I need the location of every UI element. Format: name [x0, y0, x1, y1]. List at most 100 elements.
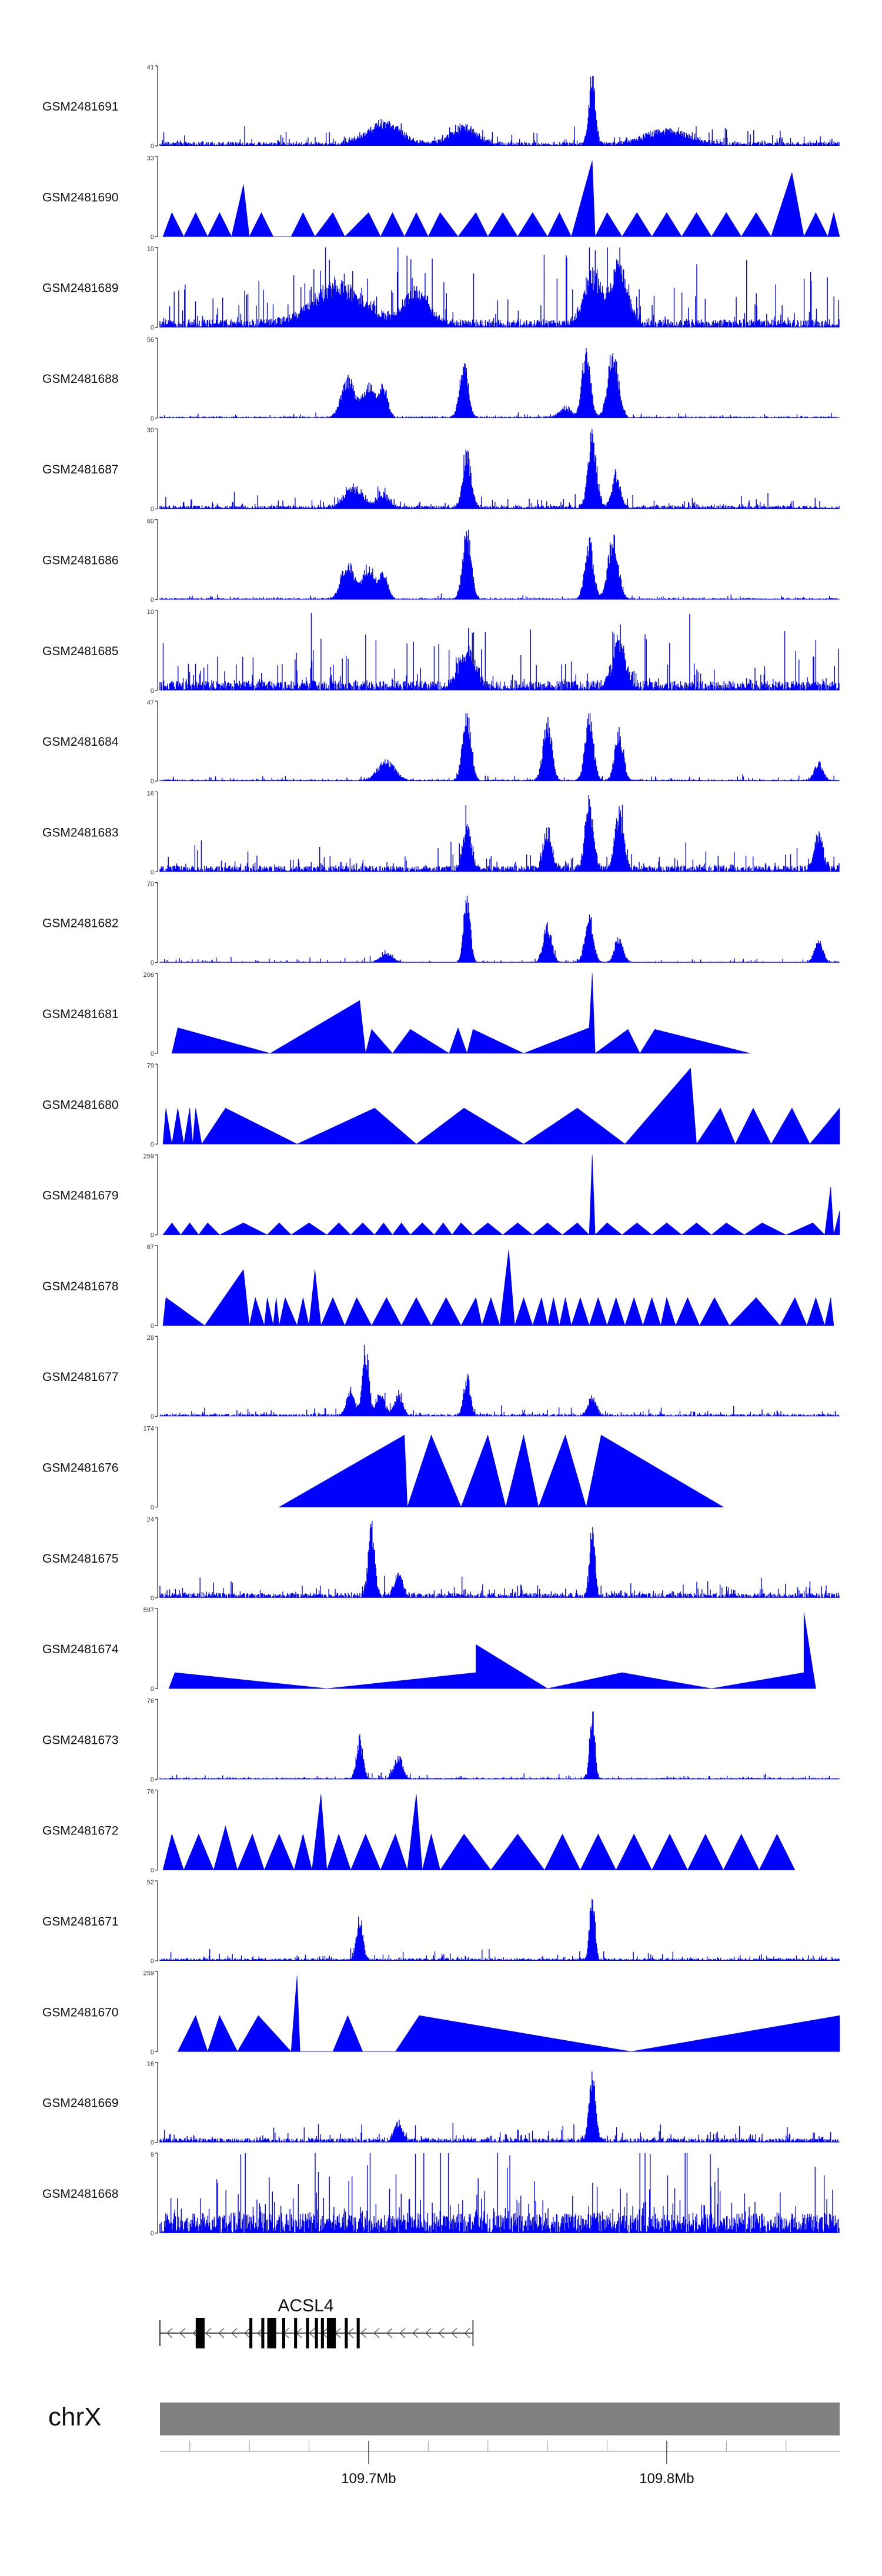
coverage-bars — [159, 247, 840, 328]
y-max-label: 52 — [147, 1879, 154, 1886]
track-label: GSM2481672 — [42, 1824, 119, 1838]
track-gsm2481680: GSM2481680 79 0 — [42, 1062, 840, 1148]
coverage-bars — [159, 75, 840, 146]
y-zero-label: 0 — [151, 2140, 154, 2147]
y-zero-label: 0 — [151, 597, 154, 604]
exon — [282, 2318, 285, 2348]
coverage-bars — [159, 1344, 840, 1417]
coverage-bars — [159, 1899, 840, 1961]
track-label: GSM2481687 — [42, 463, 119, 476]
strand-arrow — [231, 2328, 238, 2338]
exon — [261, 2318, 265, 2348]
strand-arrow — [425, 2328, 432, 2338]
y-zero-label: 0 — [151, 1686, 154, 1693]
track-label: GSM2481679 — [42, 1189, 119, 1203]
strand-arrow — [179, 2328, 186, 2338]
strand-arrow — [399, 2328, 406, 2338]
y-max-label: 28 — [147, 1334, 154, 1342]
y-zero-label: 0 — [151, 1958, 154, 1965]
track-gsm2481675: GSM2481675 24 0 — [42, 1516, 840, 1602]
track-label: GSM2481669 — [42, 2097, 119, 2110]
track-label: GSM2481680 — [42, 1098, 119, 1112]
coverage-area — [278, 1434, 724, 1508]
coverage-bars — [159, 429, 840, 509]
exon — [326, 2318, 336, 2348]
exon — [356, 2318, 360, 2348]
chromosome-band — [160, 2403, 840, 2435]
track-label: GSM2481670 — [42, 2006, 119, 2019]
track-label: GSM2481685 — [42, 645, 119, 658]
exon — [249, 2318, 253, 2348]
x-tick-label: 109.7Mb — [341, 2471, 396, 2487]
exon — [345, 2318, 348, 2348]
x-tick-label: 109.8Mb — [639, 2471, 694, 2487]
y-max-label: 206 — [143, 972, 154, 979]
coverage-area — [177, 1976, 840, 2053]
strand-arrow — [373, 2328, 380, 2338]
track-label: GSM2481691 — [42, 100, 119, 114]
track-label: GSM2481677 — [42, 1370, 119, 1384]
track-gsm2481681: GSM2481681 206 0 — [42, 972, 750, 1057]
y-max-label: 76 — [147, 1788, 154, 1796]
y-max-label: 76 — [147, 1697, 154, 1704]
track-gsm2481689: GSM2481689 10 0 — [42, 246, 840, 332]
y-max-label: 10 — [147, 609, 154, 616]
coverage-bars — [159, 1711, 840, 1780]
track-label: GSM2481682 — [42, 917, 119, 930]
y-max-label: 30 — [147, 427, 154, 434]
track-gsm2481670: GSM2481670 259 0 — [42, 1970, 840, 2056]
track-gsm2481674: GSM2481674 597 0 — [42, 1607, 816, 1693]
strand-arrow — [360, 2328, 367, 2338]
coverage-area — [162, 1794, 796, 1871]
strand-arrow — [309, 2328, 315, 2338]
track-label: GSM2481683 — [42, 826, 119, 839]
track-label: GSM2481675 — [42, 1552, 119, 1566]
y-zero-label: 0 — [151, 1413, 154, 1420]
strand-arrow — [412, 2328, 419, 2338]
track-label: GSM2481688 — [42, 372, 119, 386]
track-label: GSM2481678 — [42, 1280, 119, 1293]
track-gsm2481673: GSM2481673 76 0 — [42, 1697, 840, 1783]
track-label: GSM2481671 — [42, 1915, 119, 1928]
y-zero-label: 0 — [151, 233, 154, 241]
coverage-bars — [159, 713, 840, 782]
track-gsm2481691: GSM2481691 41 0 — [42, 64, 840, 150]
y-zero-label: 0 — [151, 1050, 154, 1057]
track-gsm2481679: GSM2481679 259 0 — [42, 1153, 840, 1239]
exon — [294, 2318, 298, 2348]
y-max-label: 9 — [151, 2151, 154, 2158]
y-max-label: 87 — [147, 1244, 154, 1251]
coverage-area — [162, 1067, 840, 1145]
y-max-label: 16 — [147, 2061, 154, 2068]
strand-arrow — [451, 2328, 457, 2338]
y-max-label: 41 — [147, 64, 154, 71]
track-label: GSM2481689 — [42, 282, 119, 295]
y-zero-label: 0 — [151, 778, 154, 785]
y-max-label: 33 — [147, 155, 154, 162]
y-zero-label: 0 — [151, 1776, 154, 1783]
track-label: GSM2481674 — [42, 1643, 119, 1656]
y-max-label: 79 — [147, 1062, 154, 1069]
y-zero-label: 0 — [151, 1504, 154, 1511]
track-gsm2481683: GSM2481683 16 0 — [42, 790, 840, 876]
track-label: GSM2481681 — [42, 1007, 119, 1021]
track-label: GSM2481673 — [42, 1733, 119, 1747]
track-label: GSM2481668 — [42, 2187, 119, 2201]
y-zero-label: 0 — [151, 325, 154, 332]
track-gsm2481690: GSM2481690 33 0 — [42, 155, 840, 241]
y-max-label: 47 — [147, 699, 154, 706]
strand-arrow — [464, 2328, 470, 2338]
coverage-bars — [159, 2153, 840, 2233]
y-max-label: 24 — [147, 1516, 154, 1523]
y-zero-label: 0 — [151, 1232, 154, 1239]
coverage-area — [162, 1154, 840, 1236]
track-label: GSM2481690 — [42, 191, 119, 204]
y-max-label: 10 — [147, 246, 154, 253]
chromosome-label: chrX — [48, 2403, 101, 2431]
strand-arrow — [244, 2328, 250, 2338]
y-max-label: 259 — [143, 1153, 154, 1160]
track-gsm2481668: GSM2481668 9 0 — [42, 2151, 840, 2237]
coverage-bars — [159, 1521, 840, 1598]
track-gsm2481678: GSM2481678 87 0 — [42, 1244, 834, 1330]
